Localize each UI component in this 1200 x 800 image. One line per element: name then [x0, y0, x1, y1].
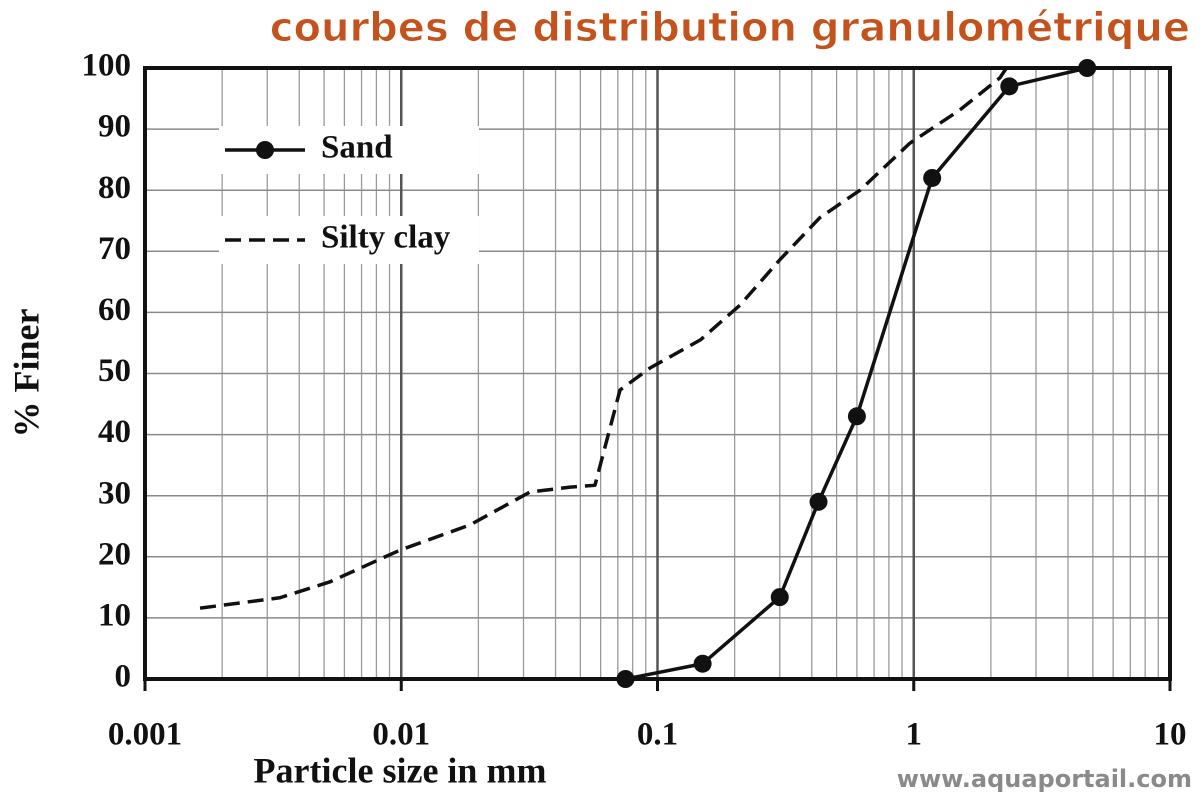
x-tick-label: 1 — [906, 717, 923, 753]
y-tick-label: 50 — [98, 353, 131, 389]
y-tick-label: 60 — [98, 292, 131, 328]
x-axis-label: Particle size in mm — [254, 750, 547, 790]
y-tick-label: 70 — [98, 231, 131, 267]
plot-frame — [143, 66, 1172, 681]
y-tick-label: 10 — [98, 597, 131, 633]
series-line — [199, 67, 1008, 610]
watermark: www.aquaportail.com — [897, 765, 1192, 793]
y-tick-label: 40 — [98, 414, 131, 450]
y-tick-label: 0 — [115, 659, 132, 695]
legend-label: Silty clay — [321, 220, 451, 256]
legend-marker — [256, 141, 274, 159]
y-tick-label: 90 — [98, 109, 131, 145]
data-point — [1000, 77, 1019, 96]
data-point — [809, 492, 828, 511]
data-point — [616, 670, 635, 688]
y-tick-label: 30 — [98, 475, 131, 511]
data-point — [1078, 59, 1097, 77]
data-point — [847, 407, 866, 426]
y-tick-label: 100 — [82, 48, 132, 84]
legend-label: Sand — [321, 130, 393, 166]
x-tick-label: 0.01 — [372, 717, 430, 753]
x-tick-label: 10 — [1154, 717, 1187, 753]
series-line — [625, 66, 1088, 681]
x-tick-label: 0.1 — [637, 717, 678, 753]
y-axis-label: % Finer — [6, 309, 46, 438]
y-tick-label: 20 — [98, 536, 131, 572]
data-point — [923, 168, 942, 187]
data-point — [770, 588, 789, 607]
y-tick-label: 80 — [98, 170, 131, 206]
x-tick-label: 0.001 — [108, 717, 182, 753]
data-point — [693, 654, 712, 673]
chart-title: courbes de distribution granulométrique — [270, 5, 1190, 51]
